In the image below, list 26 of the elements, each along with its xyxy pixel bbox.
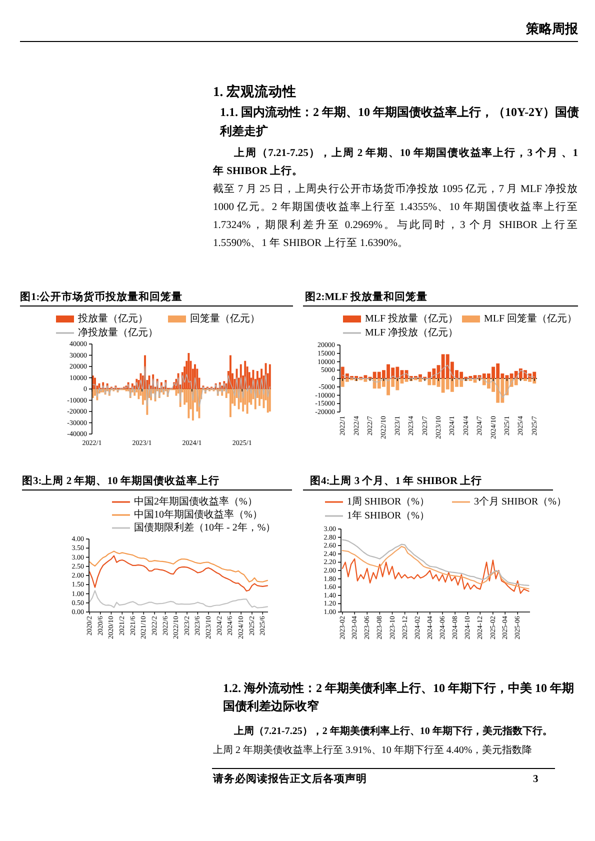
text: 上周 2 年期美债收益率上行至 3.91%、10 年期下行至 4.40%，美元指数降 [213,745,532,756]
legend-label: 中国10年期国债收益率（%） [134,508,262,520]
legend-label: 3个月 SHIBOR（%） [474,496,567,508]
legend-label: 国债期限利差（10年 - 2年，%） [134,522,276,534]
legend-label: 1周 SHIBOR（%） [347,496,430,508]
chart-title: 图1:公开市场货币投放量和回笼量 [20,290,183,303]
chart-title: 图3:上周 2 年期、10 年期国债收益率上行 [22,474,220,487]
legend-label: 投放量（亿元） [77,312,148,324]
chart-title: 图4:上周 3 个月、1 年 SHIBOR 上行 [310,474,482,487]
legend-label: MLF 投放量（亿元） [365,312,458,324]
text: 1. 宏观流动性 [213,83,296,101]
text: 策略周报 [526,20,578,37]
text: 上周（7.21-7.25），上周 2 年期、10 年期国债收益率上行，3 个月 、1 年 SHIBOR 上行。 [213,148,578,177]
chart-title: 图2:MLF 投放量和回笼量 [305,290,428,303]
text: 1.1. 国内流动性：2 年期、10 年期国债收益率上行，（10Y-2Y）国债利差走扩 [220,104,580,140]
text: 1.2. 海外流动性：2 年期美债利率上行、10 年期下行，中美 10 年期国债利差边际收窄 [223,680,575,715]
legend-label: 回笼量（亿元） [190,312,260,324]
legend-label: 净投放量（亿元） [78,326,158,338]
legend-label: 中国2年期国债收益率（%） [134,496,258,508]
text: 上周（7.21-7.25），2 年期美债利率上行、10 年期下行，美元指数下行。 [234,726,552,737]
text: 请务必阅读报告正文后各项声明 [213,772,367,787]
legend-label: 1年 SHIBOR（%） [347,510,430,522]
text: 截至 7 月 25 日，上周央行公开市场货币净投放 1095 亿元，7 月 MLF 净投放 1000 亿元。2 年期国债收益率上行至 1.4355%、10 年期国债收益率上行至 1.7324%，期限利差升至 0.2969%。与此同时，3 个月 SHIBOR 上行至 1.5590%、1 年 SHIBOR 上行至 1.6390%。 [213,184,578,249]
legend-label: MLF 净投放（亿元） [365,326,458,338]
text: 3 [533,773,538,787]
legend-label: MLF 回笼量（亿元） [484,312,578,324]
